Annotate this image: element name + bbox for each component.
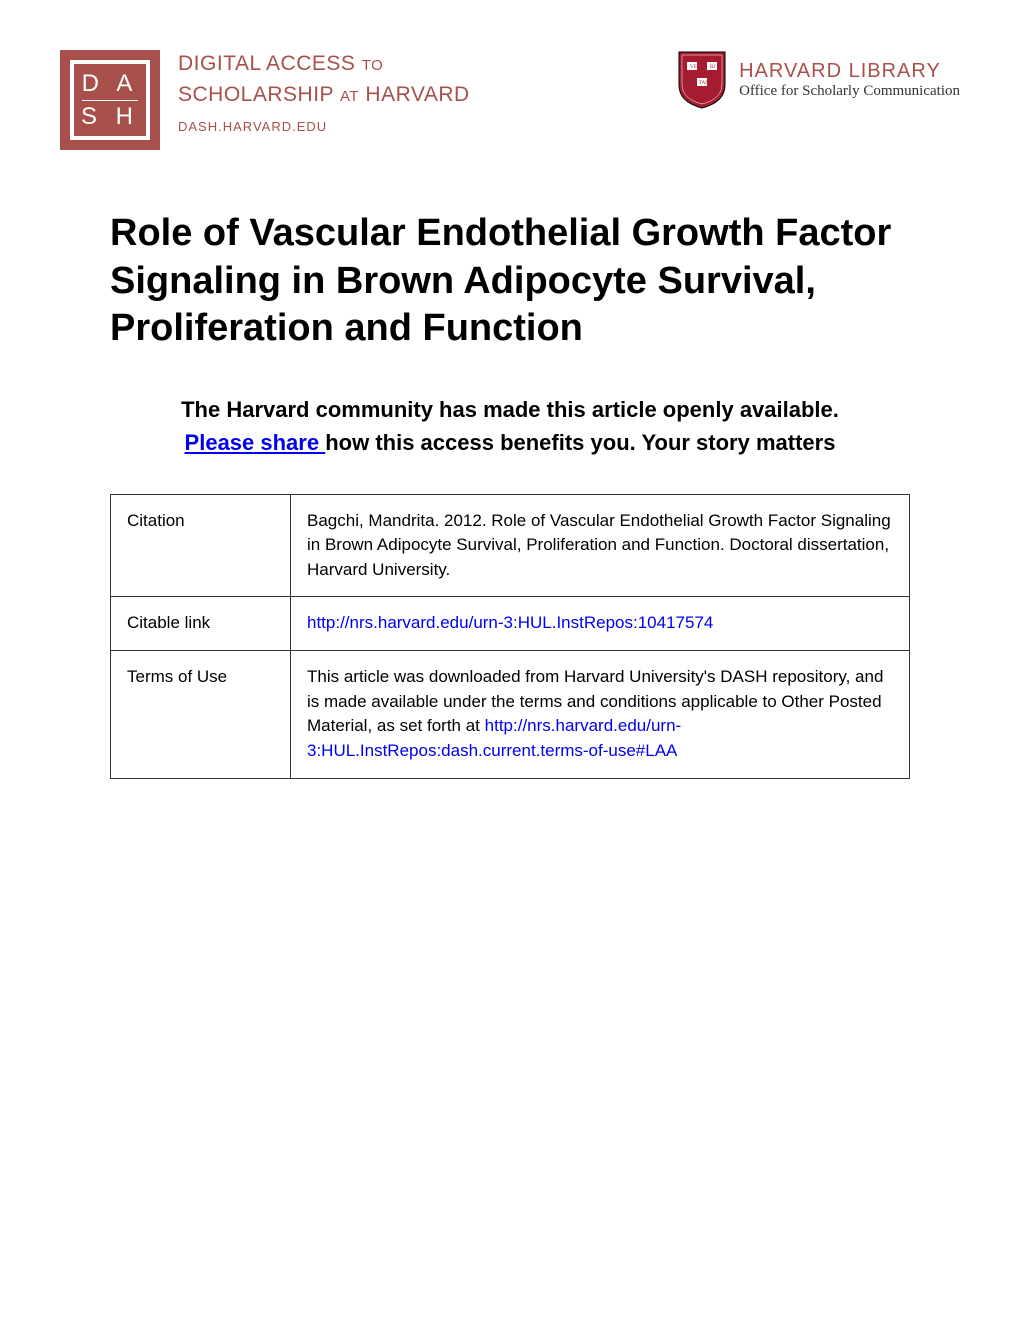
paper-title: Role of Vascular Endothelial Growth Fact… (110, 210, 910, 353)
harvard-library-title: HARVARD LIBRARY (739, 60, 960, 83)
dash-logo: D A S H (60, 50, 160, 150)
svg-text:VE: VE (690, 65, 697, 70)
svg-text:RI: RI (710, 65, 715, 70)
citable-link-label: Citable link (111, 597, 291, 651)
harvard-library-subtitle: Office for Scholarly Communication (739, 83, 960, 100)
dash-text: DIGITAL ACCESS TO SCHOLARSHIP AT HARVARD… (178, 50, 470, 134)
citable-link[interactable]: http://nrs.harvard.edu/urn-3:HUL.InstRep… (307, 613, 713, 632)
citation-label: Citation (111, 494, 291, 597)
svg-text:TAS: TAS (699, 81, 708, 86)
dash-title-line1: DIGITAL ACCESS TO (178, 50, 470, 77)
citation-value: Bagchi, Mandrita. 2012. Role of Vascular… (291, 494, 910, 597)
harvard-text: HARVARD LIBRARY Office for Scholarly Com… (739, 60, 960, 100)
please-share-link[interactable]: Please share (185, 430, 326, 455)
terms-label: Terms of Use (111, 651, 291, 779)
share-text-after: how this access benefits you. Your story… (325, 430, 835, 455)
table-row: Terms of Use This article was downloaded… (111, 651, 910, 779)
terms-value: This article was downloaded from Harvard… (291, 651, 910, 779)
table-row: Citable link http://nrs.harvard.edu/urn-… (111, 597, 910, 651)
main-content: Role of Vascular Endothelial Growth Fact… (60, 210, 960, 779)
page-header: D A S H DIGITAL ACCESS TO SCHOLARSHIP AT… (60, 50, 960, 150)
harvard-shield-icon: VE RI TAS (677, 50, 727, 110)
share-message: The Harvard community has made this arti… (110, 393, 910, 459)
share-text-before: The Harvard community has made this arti… (181, 397, 839, 422)
dash-logo-line1: D A (82, 70, 139, 101)
table-row: Citation Bagchi, Mandrita. 2012. Role of… (111, 494, 910, 597)
dash-url: DASH.HARVARD.EDU (178, 119, 470, 134)
harvard-branding: VE RI TAS HARVARD LIBRARY Office for Sch… (677, 50, 960, 110)
dash-title-line2: SCHOLARSHIP AT HARVARD (178, 81, 470, 108)
citable-link-value: http://nrs.harvard.edu/urn-3:HUL.InstRep… (291, 597, 910, 651)
metadata-table: Citation Bagchi, Mandrita. 2012. Role of… (110, 494, 910, 779)
dash-branding: D A S H DIGITAL ACCESS TO SCHOLARSHIP AT… (60, 50, 470, 150)
dash-logo-line2: S H (81, 103, 139, 131)
